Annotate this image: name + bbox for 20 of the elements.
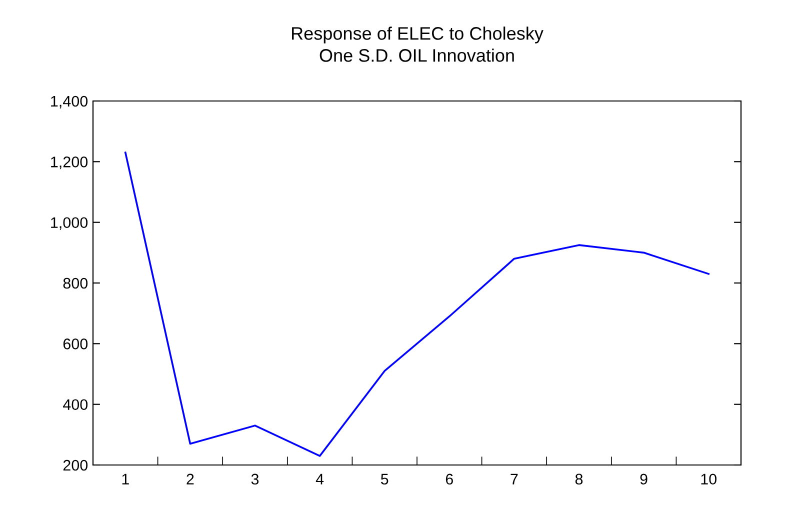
y-tick-label: 400 bbox=[63, 399, 88, 410]
x-tick-label: 3 bbox=[251, 474, 259, 485]
x-tick-label: 8 bbox=[575, 474, 583, 485]
x-tick-label: 5 bbox=[380, 474, 388, 485]
x-tick-label: 2 bbox=[186, 474, 194, 484]
x-tick-label: 9 bbox=[640, 474, 648, 485]
x-tick-label: 10 bbox=[701, 474, 716, 485]
chart-title: Response of ELEC to Cholesky bbox=[292, 26, 544, 44]
line-series bbox=[124, 152, 710, 457]
x-tick-label: 6 bbox=[446, 474, 453, 485]
x-tick-label: 4 bbox=[316, 474, 324, 484]
y-tick-label: 800 bbox=[63, 278, 88, 289]
y-tick-label: 1,000 bbox=[51, 217, 88, 230]
x-tick-label: 7 bbox=[510, 474, 518, 484]
x-tick-label: 1 bbox=[122, 474, 129, 484]
y-tick-label: 1,200 bbox=[51, 156, 88, 170]
y-tick-label: 600 bbox=[63, 338, 88, 350]
y-tick-label: 200 bbox=[63, 460, 88, 471]
chart-subtitle: One S.D. OIL Innovation bbox=[320, 48, 514, 62]
y-tick-label: 1,400 bbox=[51, 96, 88, 108]
